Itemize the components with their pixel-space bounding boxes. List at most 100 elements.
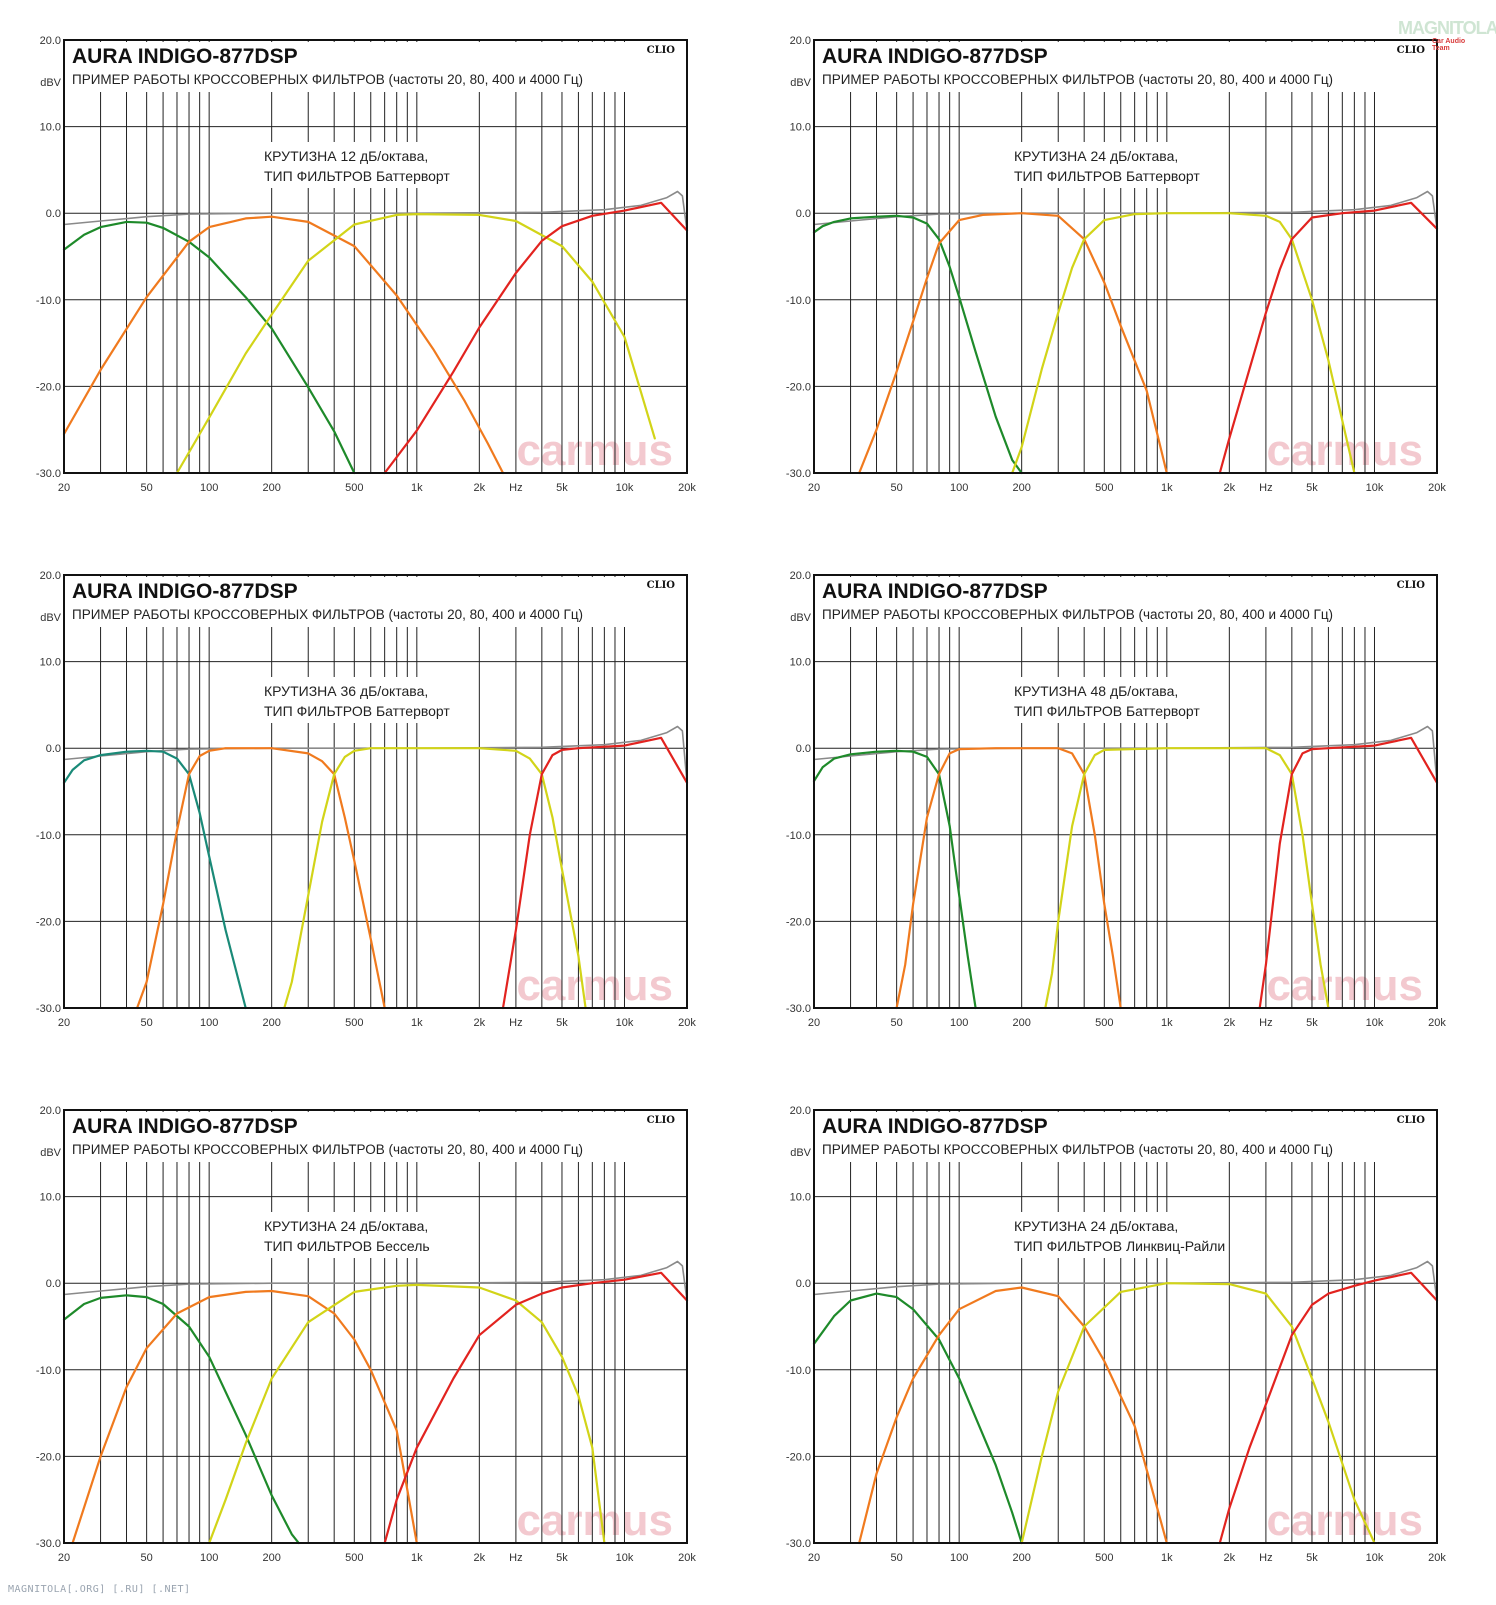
y-tick-label: 20.0 — [790, 1105, 811, 1117]
x-tick-label: 100 — [200, 482, 218, 494]
x-tick-label: 20 — [808, 482, 820, 494]
series-line-mid — [1011, 212, 1356, 475]
x-tick-label: 20 — [808, 1017, 820, 1029]
x-tick-label: Hz — [509, 482, 522, 494]
x-tick-label: 200 — [1012, 1552, 1030, 1564]
clio-badge: CLIO — [1397, 1115, 1426, 1126]
filter-annotation: ТИП ФИЛЬТРОВ Баттерворт — [1014, 703, 1200, 719]
annotation-backing — [260, 1212, 478, 1258]
chart-subtitle: ПРИМЕР РАБОТЫ КРОССОВЕРНЫХ ФИЛЬТРОВ (час… — [822, 72, 1333, 87]
x-tick-label: 2k — [474, 1017, 486, 1029]
y-axis-label: dBV — [790, 612, 811, 624]
chart-title: AURA INDIGO-877DSP — [72, 45, 298, 68]
plot-frame — [63, 1109, 688, 1544]
x-tick-label: 5k — [1306, 1552, 1318, 1564]
x-tick-label: Hz — [509, 1017, 522, 1029]
series-line-mid — [1044, 747, 1330, 1010]
x-tick-label: 1k — [1161, 1552, 1173, 1564]
x-tick-label: 100 — [950, 1017, 968, 1029]
y-tick-label: -30.0 — [36, 1538, 61, 1550]
x-tick-label: 20 — [58, 1017, 70, 1029]
x-tick-label: 2k — [474, 482, 486, 494]
series-line-low — [858, 1286, 1168, 1545]
x-tick-label: 10k — [1366, 1017, 1384, 1029]
y-axis-label: dBV — [790, 1147, 811, 1159]
series-line-sub — [812, 214, 1023, 475]
x-tick-label: 200 — [262, 1552, 280, 1564]
x-tick-label: 10k — [616, 1552, 634, 1564]
y-tick-label: 20.0 — [790, 570, 811, 582]
y-tick-label: 10.0 — [40, 1192, 61, 1204]
x-tick-label: 200 — [262, 482, 280, 494]
footer-text: MAGNITOLA[.ORG] [.RU] [.NET] — [8, 1584, 191, 1595]
y-tick-label: 20.0 — [40, 570, 61, 582]
x-tick-label: 5k — [1306, 482, 1318, 494]
y-tick-label: -30.0 — [786, 1538, 811, 1550]
x-tick-label: 5k — [1306, 1017, 1318, 1029]
x-tick-label: 2k — [1224, 1552, 1236, 1564]
carmus-watermark: carmus — [516, 426, 673, 475]
x-tick-label: 100 — [950, 1552, 968, 1564]
y-tick-label: -10.0 — [786, 295, 811, 307]
series-line-sub — [62, 1294, 300, 1545]
title-backing — [68, 1112, 658, 1162]
y-tick-label: -20.0 — [786, 1451, 811, 1463]
series-line-high — [1258, 736, 1439, 1010]
x-tick-label: Hz — [1259, 482, 1272, 494]
chart-subtitle: ПРИМЕР РАБОТЫ КРОССОВЕРНЫХ ФИЛЬТРОВ (час… — [72, 607, 583, 622]
badge-backing — [1391, 42, 1433, 58]
clio-badge: CLIO — [647, 1115, 676, 1126]
x-tick-label: 100 — [950, 482, 968, 494]
series-line-reference — [63, 1260, 688, 1302]
x-tick-label: 10k — [616, 1017, 634, 1029]
y-tick-label: -10.0 — [36, 830, 61, 842]
filter-annotation: ТИП ФИЛЬТРОВ Бессель — [264, 1238, 430, 1254]
y-tick-label: 20.0 — [40, 35, 61, 47]
x-tick-label: 20k — [678, 1552, 696, 1564]
x-tick-label: Hz — [1259, 1552, 1272, 1564]
y-tick-label: 0.0 — [46, 743, 61, 755]
series-line-mid — [175, 213, 656, 475]
series-line-high — [383, 1271, 689, 1545]
x-tick-label: 10k — [616, 482, 634, 494]
filter-annotation: ТИП ФИЛЬТРОВ Баттерворт — [264, 168, 450, 184]
chart-title: AURA INDIGO-877DSP — [72, 1115, 298, 1138]
x-tick-label: 500 — [345, 482, 363, 494]
x-tick-label: 2k — [1224, 482, 1236, 494]
chart-subtitle: ПРИМЕР РАБОТЫ КРОССОВЕРНЫХ ФИЛЬТРОВ (час… — [822, 607, 1333, 622]
x-tick-label: 1k — [1161, 1017, 1173, 1029]
annotation-backing — [260, 677, 478, 723]
badge-backing — [641, 577, 683, 593]
chart-title: AURA INDIGO-877DSP — [72, 580, 298, 603]
x-tick-label: 500 — [345, 1552, 363, 1564]
y-tick-label: -10.0 — [786, 830, 811, 842]
x-tick-label: 500 — [1095, 1552, 1113, 1564]
x-tick-label: 1k — [1161, 482, 1173, 494]
series-line-low — [858, 212, 1168, 475]
x-tick-label: 1k — [411, 1552, 423, 1564]
filter-annotation: КРУТИЗНА 48 дБ/октава, — [1014, 683, 1178, 699]
carmus-watermark: carmus — [516, 1496, 673, 1545]
x-tick-label: 20k — [1428, 482, 1446, 494]
annotation-backing — [1010, 677, 1228, 723]
series-line-high — [383, 201, 689, 475]
x-tick-label: 50 — [141, 482, 153, 494]
y-tick-label: -20.0 — [36, 916, 61, 928]
y-tick-label: 0.0 — [46, 1278, 61, 1290]
series-line-reference — [63, 725, 688, 784]
clio-badge: CLIO — [1397, 580, 1426, 591]
series-line-reference — [63, 190, 688, 232]
series-line-low — [71, 1289, 418, 1545]
magnitola-logo-subtext: Car Audio Team — [1432, 38, 1466, 52]
y-tick-label: 20.0 — [790, 35, 811, 47]
y-tick-label: -10.0 — [786, 1365, 811, 1377]
y-tick-label: 0.0 — [46, 208, 61, 220]
x-tick-label: 2k — [1224, 1017, 1236, 1029]
badge-backing — [641, 42, 683, 58]
series-line-mid — [208, 1283, 606, 1545]
x-tick-label: 200 — [1012, 482, 1030, 494]
